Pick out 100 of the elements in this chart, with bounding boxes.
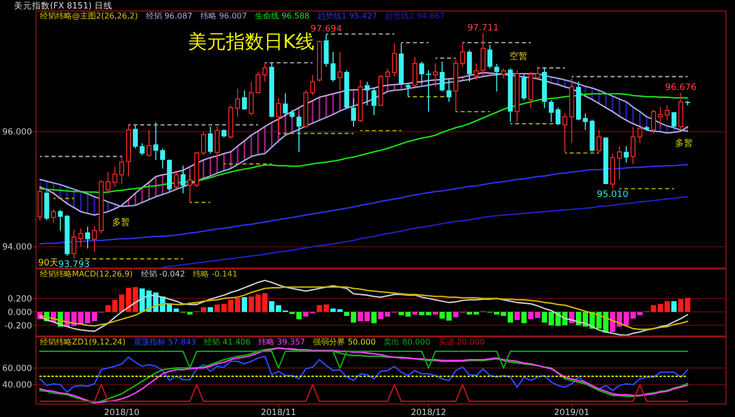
candlestick <box>426 70 431 112</box>
text: 趋势线1 95.427 <box>318 12 378 20</box>
annotation: 空暂 <box>509 51 528 62</box>
legend-title: 经韬纬略@主图2(26,26,2) <box>40 12 138 20</box>
annotation: 90天 <box>38 257 59 268</box>
candlestick <box>508 68 513 122</box>
candlestick <box>487 44 492 69</box>
series-label: 震荡指标 57.843 <box>134 338 196 346</box>
line-series <box>39 286 688 330</box>
candlestick <box>351 98 356 128</box>
candlestick <box>276 98 281 131</box>
candlestick <box>556 107 561 124</box>
y-tick-label: 0.000 <box>8 308 32 318</box>
candlestick <box>269 62 274 117</box>
y-tick-label: 0.200 <box>8 294 32 304</box>
candlestick <box>242 90 247 110</box>
line-series <box>39 356 688 393</box>
candlestick <box>324 34 329 68</box>
bar <box>432 312 438 315</box>
annotation: 95.010 <box>596 190 629 200</box>
candlestick <box>616 146 622 180</box>
chart-subtitle: 美元指数(FX 8151) 日线 <box>14 0 112 12</box>
candlestick <box>480 32 486 74</box>
text: 纬略 -0.141 <box>193 270 238 278</box>
annotation: 96.676 <box>665 82 697 93</box>
text: 纬略 96.007 <box>200 12 247 20</box>
candlestick <box>106 171 111 194</box>
candlestick <box>440 61 445 92</box>
candlestick <box>72 228 76 260</box>
x-tick-label: 2019/01 <box>554 408 590 417</box>
candlestick <box>180 165 186 194</box>
x-tick-label: 2018/10 <box>104 408 140 417</box>
candlestick <box>542 66 547 109</box>
text: 生命线 96.588 <box>254 12 310 20</box>
text: 经韬 -0.042 <box>140 270 186 278</box>
candlestick <box>85 226 90 249</box>
bar <box>671 301 677 312</box>
candlestick <box>548 100 554 122</box>
candlestick <box>576 81 581 120</box>
candlestick <box>296 114 302 152</box>
candlestick <box>112 166 118 188</box>
candlestick <box>630 126 636 164</box>
y-tick-label: -0.200 <box>4 321 32 332</box>
text: 强弱分界 50.000 <box>313 338 376 346</box>
candlestick <box>596 130 602 152</box>
legend-title: 经韬纬略MACD(12,26,9) <box>40 270 133 278</box>
candlestick <box>92 226 97 252</box>
candlestick <box>208 126 213 154</box>
candlestick <box>344 70 350 108</box>
line-series <box>162 196 688 268</box>
y-tick-label: 96.000 <box>2 128 32 138</box>
candlestick <box>126 124 131 178</box>
annotation: 97.711 <box>467 23 499 34</box>
candlestick <box>392 42 397 78</box>
bar <box>412 312 418 315</box>
candlestick <box>166 160 172 192</box>
candlestick <box>569 78 574 144</box>
annotation: 多暂 <box>112 217 130 228</box>
candlestick <box>146 130 152 157</box>
y-tick-label: 60.000 <box>2 364 32 374</box>
candlestick <box>187 174 192 203</box>
text: 买进 20.000 <box>438 338 485 346</box>
candlestick <box>78 228 84 248</box>
candlestick <box>364 81 370 106</box>
bar <box>208 307 213 312</box>
candlestick <box>222 130 226 138</box>
text: 经韬 96.087 <box>146 12 192 20</box>
x-tick-label: 2018/12 <box>410 408 446 417</box>
candlestick <box>248 81 254 116</box>
candlestick <box>562 112 568 152</box>
candlestick <box>119 154 124 184</box>
y-tick-label: 94.000 <box>2 242 32 253</box>
annotation: 多暂 <box>674 138 693 149</box>
text: 趋势线2 94.867 <box>385 12 445 20</box>
bar <box>371 312 377 324</box>
candlestick <box>214 126 220 160</box>
bar <box>514 312 520 320</box>
series-label: 纬略 39.357 <box>258 338 306 346</box>
candlestick <box>474 62 479 80</box>
candlestick <box>514 70 520 122</box>
candlestick <box>372 88 376 116</box>
candlestick <box>432 62 438 88</box>
annotation: 93.793 <box>58 260 90 270</box>
candlestick <box>262 62 268 82</box>
bar <box>242 297 248 312</box>
candlestick <box>672 112 676 127</box>
candlestick <box>603 137 608 184</box>
candlestick <box>398 42 404 86</box>
y-tick-label: 40.000 <box>2 380 32 391</box>
series-label: 经韬 41.406 <box>204 338 251 346</box>
candlestick <box>44 190 50 221</box>
candlestick <box>406 82 411 98</box>
candlestick <box>337 51 342 91</box>
legend-title: 经韬纬略ZD1(9,12,24) <box>40 338 126 346</box>
series-label: 卖出 80.000 <box>384 338 430 346</box>
candlestick <box>466 50 472 82</box>
x-tick-label: 2018/11 <box>260 408 296 417</box>
bar <box>521 312 527 324</box>
candlestick <box>446 79 452 102</box>
line-series <box>39 280 688 336</box>
